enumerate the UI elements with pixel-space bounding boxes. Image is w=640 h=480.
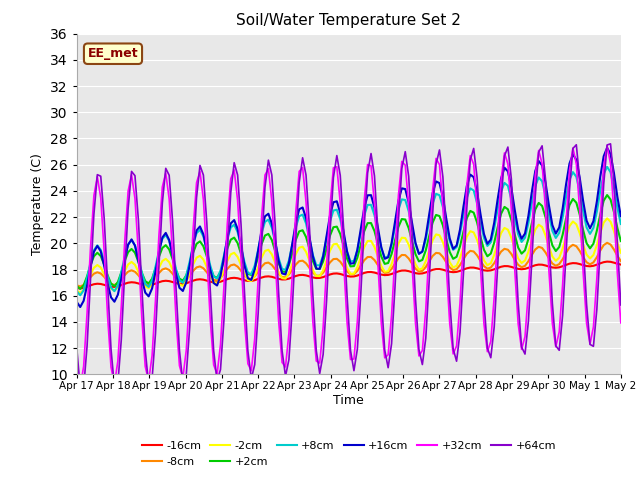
Text: EE_met: EE_met	[88, 47, 138, 60]
Y-axis label: Temperature (C): Temperature (C)	[31, 153, 44, 255]
X-axis label: Time: Time	[333, 394, 364, 407]
Title: Soil/Water Temperature Set 2: Soil/Water Temperature Set 2	[236, 13, 461, 28]
Legend: -16cm, -8cm, -2cm, +2cm, +8cm, +16cm, +32cm, +64cm: -16cm, -8cm, -2cm, +2cm, +8cm, +16cm, +3…	[137, 437, 561, 471]
